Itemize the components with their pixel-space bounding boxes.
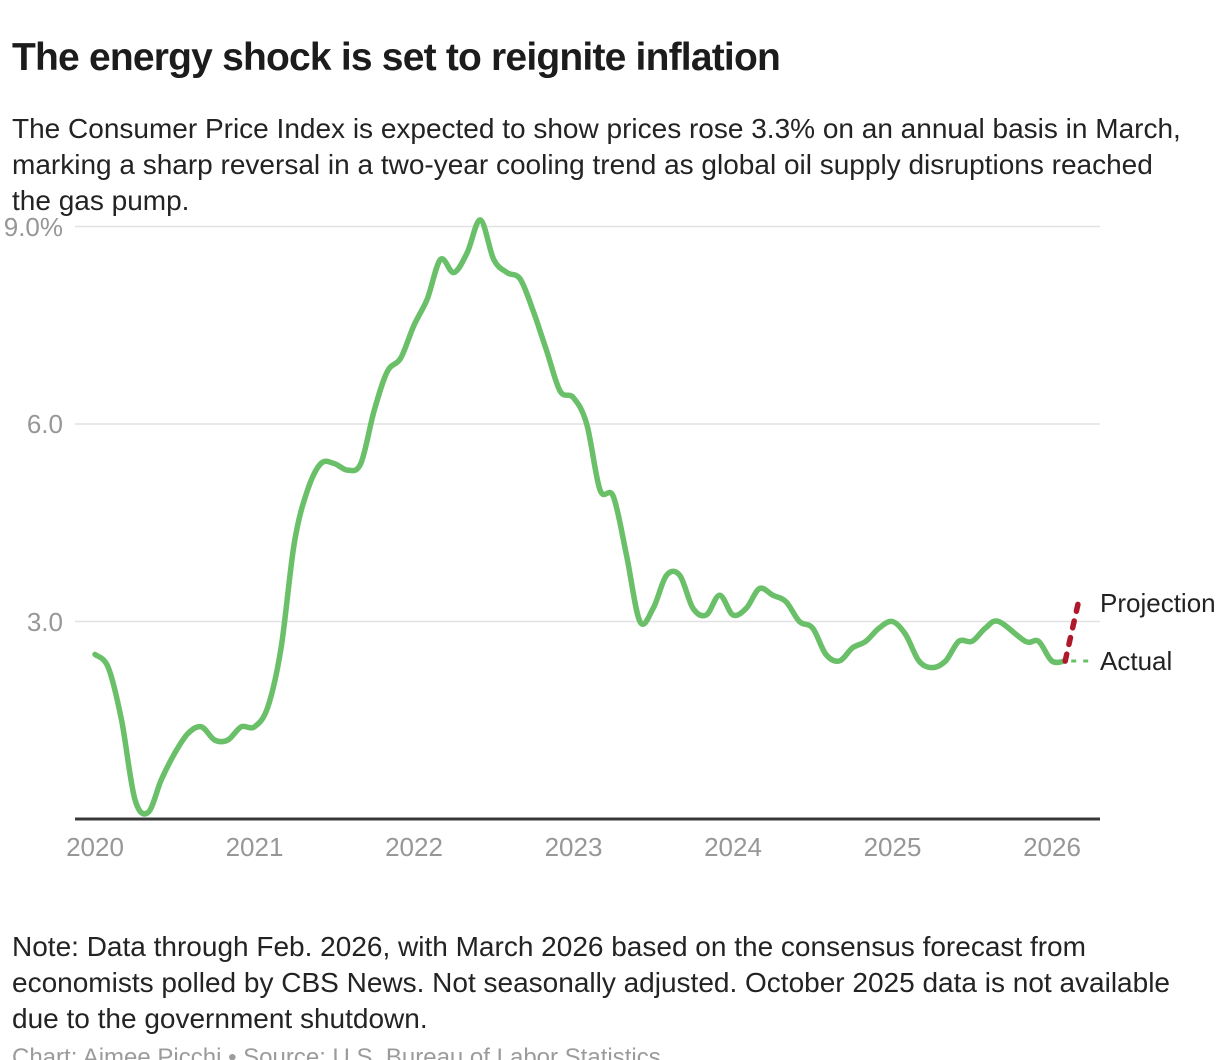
legend-projection-label: Projection	[1100, 588, 1216, 618]
chart-title: The energy shock is set to reignite infl…	[12, 36, 781, 80]
cpi-line-chart: 9.0% 6.0 3.0 2020 2021 2022 2023 2024 20…	[4, 212, 1216, 862]
chart-note: Note: Data through Feb. 2026, with March…	[12, 931, 1170, 1034]
x-tick-label-2023: 2023	[545, 832, 603, 862]
chart-area: 9.0% 6.0 3.0 2020 2021 2022 2023 2024 20…	[0, 200, 1220, 880]
x-tick-label-2024: 2024	[704, 832, 762, 862]
chart-subtitle: The Consumer Price Index is expected to …	[12, 113, 1181, 216]
x-tick-label-2022: 2022	[385, 832, 443, 862]
chart-credit: Chart: Aimee Picchi • Source: U.S. Burea…	[12, 1044, 661, 1060]
x-tick-label-2020: 2020	[66, 832, 124, 862]
x-tick-label-2025: 2025	[864, 832, 922, 862]
y-tick-label-9: 9.0%	[4, 212, 63, 242]
x-tick-label-2021: 2021	[226, 832, 284, 862]
actual-line	[92, 217, 1068, 817]
x-tick-label-2026: 2026	[1023, 832, 1081, 862]
y-tick-label-6: 6.0	[27, 409, 63, 439]
y-tick-label-3: 3.0	[27, 607, 63, 637]
legend-actual-label: Actual	[1100, 646, 1172, 676]
projection-line	[1062, 599, 1082, 664]
